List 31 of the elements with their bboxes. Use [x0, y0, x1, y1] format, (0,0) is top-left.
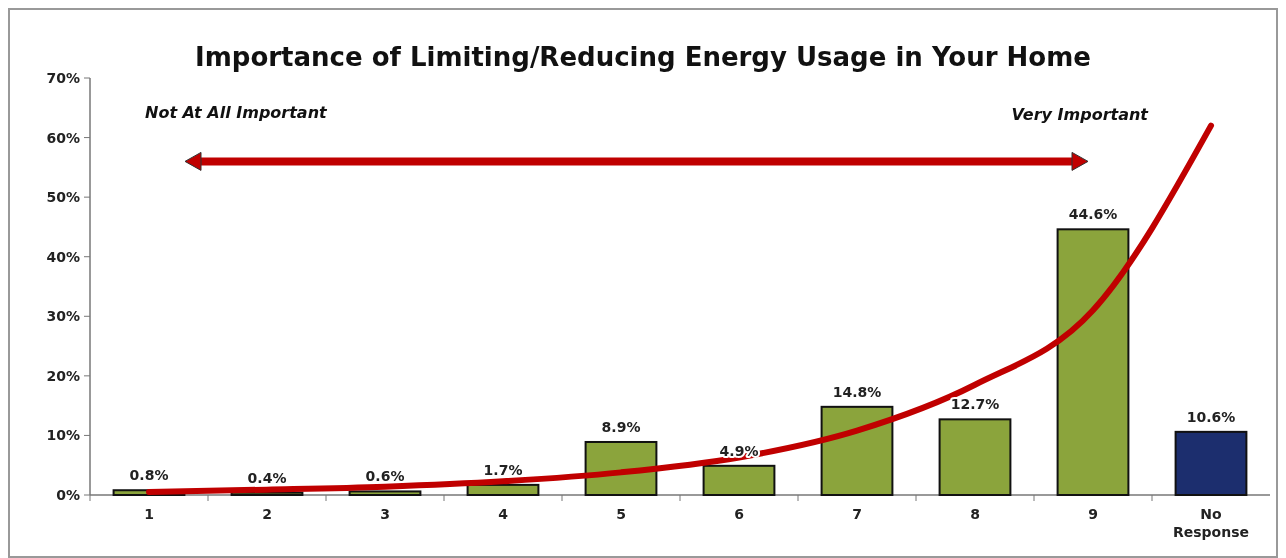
x-tick-label: 3 — [380, 506, 390, 522]
data-label: 10.6% — [1186, 408, 1236, 425]
y-tick-label: 30% — [46, 308, 80, 325]
data-label: 0.6% — [365, 468, 405, 485]
x-tick-label: 8 — [970, 506, 980, 522]
x-tick-label: 7 — [852, 506, 862, 522]
y-tick-label: 60% — [46, 129, 80, 146]
data-label: 8.9% — [601, 418, 641, 435]
data-label: 1.7% — [483, 461, 523, 478]
y-tick-label: 50% — [46, 189, 80, 206]
x-tick-label: 9 — [1088, 506, 1098, 522]
x-tick-label: 5 — [616, 506, 626, 522]
data-label: 44.6% — [1068, 206, 1118, 223]
x-tick-label: 2 — [262, 506, 272, 522]
data-label: 12.7% — [950, 396, 1000, 413]
annotation: Very Important — [1011, 105, 1150, 124]
chart-title: Importance of Limiting/Reducing Energy Usage in Your Home — [195, 42, 1091, 72]
y-tick-label: 40% — [46, 248, 80, 265]
x-tick-label: 1 — [144, 506, 154, 522]
y-tick-label: 20% — [46, 367, 80, 384]
data-label: 0.8% — [129, 467, 169, 484]
x-tick-label: No Response — [1172, 506, 1250, 540]
data-label: 14.8% — [832, 383, 882, 400]
y-tick-label: 70% — [46, 70, 80, 86]
annotation: Not At All Important — [145, 103, 329, 122]
y-tick-label: 10% — [46, 427, 80, 444]
x-tick-label: 6 — [734, 506, 744, 522]
data-label: 4.9% — [719, 442, 759, 459]
y-tick-label: 0% — [56, 487, 80, 503]
data-label: 0.4% — [247, 469, 287, 486]
x-tick-label: 4 — [498, 506, 509, 522]
